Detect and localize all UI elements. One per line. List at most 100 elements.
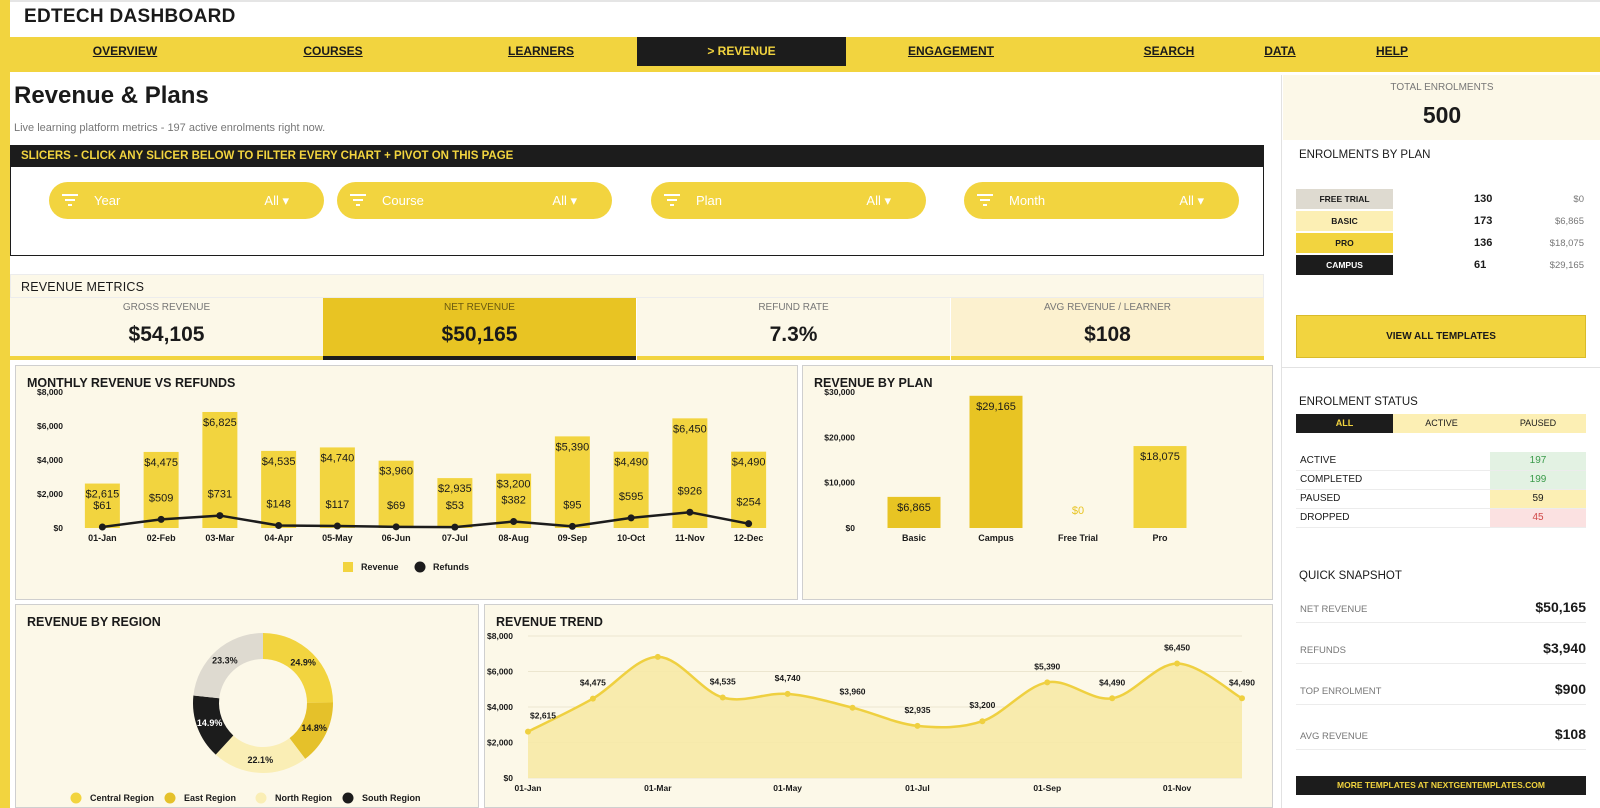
- status-label: PAUSED: [1300, 493, 1341, 504]
- revenue-data-label: $6,450: [673, 423, 707, 435]
- plan-amount: $0: [1573, 194, 1584, 205]
- metrics-header: REVENUE METRICS: [10, 274, 1264, 298]
- snapshot-label: REFUNDS: [1300, 645, 1346, 656]
- revenue-data-label: $5,390: [556, 441, 590, 453]
- monthly-chart-panel: MONTHLY REVENUE VS REFUNDS $0 $2,000 $4,00…: [15, 365, 798, 600]
- legend-label: Central Region: [90, 793, 154, 803]
- refund-point: [157, 515, 165, 523]
- nav-data[interactable]: DATA: [1264, 44, 1296, 58]
- revenue-by-plan-chart: $0 $10,000 $20,000 $30,000 $6,865 Basic $29,16…: [824, 387, 1187, 543]
- x-tick-label: 11-Nov: [675, 533, 705, 543]
- refund-data-label: $117: [326, 499, 350, 511]
- nav-overview[interactable]: OVERVIEW: [92, 44, 158, 58]
- x-tick-label: 01-Jan: [515, 783, 542, 793]
- filter-icon: [977, 194, 993, 206]
- slicer-label: Course: [382, 193, 424, 208]
- y-tick-label: $6,000: [487, 667, 513, 677]
- x-tick-label: Basic: [902, 533, 926, 543]
- snapshot-row: REFUNDS $3,940: [1296, 632, 1586, 664]
- legend-revenue-swatch: [343, 562, 353, 572]
- revenue-bar: [202, 411, 238, 528]
- refund-point: [333, 522, 341, 530]
- view-all-templates-button[interactable]: VIEW ALL TEMPLATES: [1296, 315, 1586, 358]
- y-tick-label: $10,000: [824, 478, 855, 488]
- y-tick-label: $0: [54, 523, 64, 533]
- nav-learners[interactable]: LEARNERS: [507, 44, 574, 58]
- plan-chart-panel: REVENUE BY PLAN $0 $10,000 $20,000 $30,000 $…: [802, 365, 1273, 600]
- slicer-value: All ▾: [1179, 193, 1204, 208]
- plan-badge: CAMPUS: [1296, 255, 1393, 275]
- revenue-bar: [437, 478, 473, 528]
- trend-point: [654, 653, 661, 660]
- trend-point: [784, 690, 791, 697]
- refund-data-label: $595: [619, 491, 643, 503]
- y-tick-label: $4,000: [487, 702, 513, 712]
- chart-title: MONTHLY REVENUE VS REFUNDS: [27, 376, 236, 390]
- revenue-data-label: $4,490: [732, 457, 766, 469]
- status-tab-active[interactable]: ACTIVE: [1425, 418, 1458, 428]
- revenue-by-region-chart: 24.9% 14.8% 22.1% 14.9% 23.3% Central Region E…: [70, 633, 421, 804]
- left-accent-bar: [0, 0, 10, 808]
- legend-label: South Region: [362, 793, 421, 803]
- status-value: 45: [1490, 509, 1586, 527]
- nav-engagement[interactable]: ENGAGEMENT: [907, 44, 994, 58]
- snapshot-label: TOP ENROLMENT: [1300, 686, 1382, 697]
- trend-point: [1174, 660, 1181, 667]
- status-tab-paused[interactable]: PAUSED: [1519, 418, 1557, 428]
- nav-help[interactable]: HELP: [1375, 44, 1408, 58]
- slicer-month[interactable]: Month All ▾: [964, 182, 1239, 219]
- chart-title: REVENUE BY PLAN: [814, 376, 933, 390]
- refund-data-label: $382: [501, 495, 525, 507]
- refund-point: [216, 512, 224, 520]
- revenue-data-label: $3,200: [497, 479, 531, 491]
- metric-bar: [637, 356, 950, 360]
- revenue-bar: [261, 450, 297, 528]
- revenue-bar: [143, 451, 179, 528]
- nav-revenue[interactable]: > REVENUE: [637, 37, 846, 66]
- revenue-bar: [731, 451, 767, 528]
- status-row: DROPPED 45: [1296, 509, 1586, 528]
- plan-data-label: $0: [1072, 505, 1084, 517]
- snapshot-label: NET REVENUE: [1300, 604, 1368, 615]
- refund-point: [627, 514, 635, 522]
- slicer-value: All ▾: [264, 193, 289, 208]
- plan-bar: [969, 395, 1023, 528]
- y-tick-label: $0: [504, 773, 514, 783]
- trend-chart-panel: REVENUE TREND $0 $2,000 $4,000 $6,000 $8,000…: [484, 604, 1273, 808]
- plan-amount: $18,075: [1549, 238, 1584, 249]
- status-tab-all[interactable]: ALL: [1296, 414, 1393, 433]
- region-chart-panel: REVENUE BY REGION 24.9% 14.8% 22.1% 14.9% 23…: [15, 604, 479, 808]
- trend-data-label: $2,935: [904, 705, 930, 715]
- y-tick-label: $20,000: [824, 432, 855, 442]
- refund-data-label: $53: [446, 500, 464, 512]
- plan-badge: BASIC: [1296, 211, 1393, 231]
- more-templates-link[interactable]: MORE TEMPLATES AT NEXTGENTEMPLATES.COM: [1296, 776, 1586, 795]
- filter-icon: [62, 194, 78, 206]
- slicer-plan[interactable]: Plan All ▾: [651, 182, 926, 219]
- status-label: COMPLETED: [1300, 474, 1363, 485]
- nav-courses[interactable]: COURSES: [303, 44, 363, 58]
- trend-data-label: $4,490: [1099, 677, 1125, 687]
- slicer-year[interactable]: Year All ▾: [49, 182, 324, 219]
- region-slice: [263, 633, 333, 703]
- plan-badge: FREE TRIAL: [1296, 189, 1393, 209]
- revenue-bar: [319, 447, 355, 528]
- refund-point: [98, 523, 106, 531]
- refund-data-label: $148: [266, 498, 290, 510]
- legend-refunds-swatch: [414, 561, 426, 573]
- trend-data-label: $3,960: [840, 687, 866, 697]
- filter-icon: [664, 194, 680, 206]
- nav-search[interactable]: SEARCH: [1143, 44, 1195, 58]
- y-tick-label: $0: [846, 523, 856, 533]
- region-slice: [193, 695, 234, 755]
- y-tick-label: $8,000: [487, 631, 513, 641]
- legend-swatch: [164, 792, 176, 804]
- refund-point: [510, 518, 518, 526]
- snapshot-value: $900: [1554, 681, 1586, 697]
- slicer-course[interactable]: Course All ▾: [337, 182, 612, 219]
- plan-bar: [887, 496, 941, 528]
- trend-point: [525, 728, 531, 735]
- revenue-bar: [378, 460, 414, 528]
- plan-data-label: $29,165: [976, 401, 1016, 413]
- total-enrolments-card: TOTAL ENROLMENTS 500: [1283, 75, 1600, 140]
